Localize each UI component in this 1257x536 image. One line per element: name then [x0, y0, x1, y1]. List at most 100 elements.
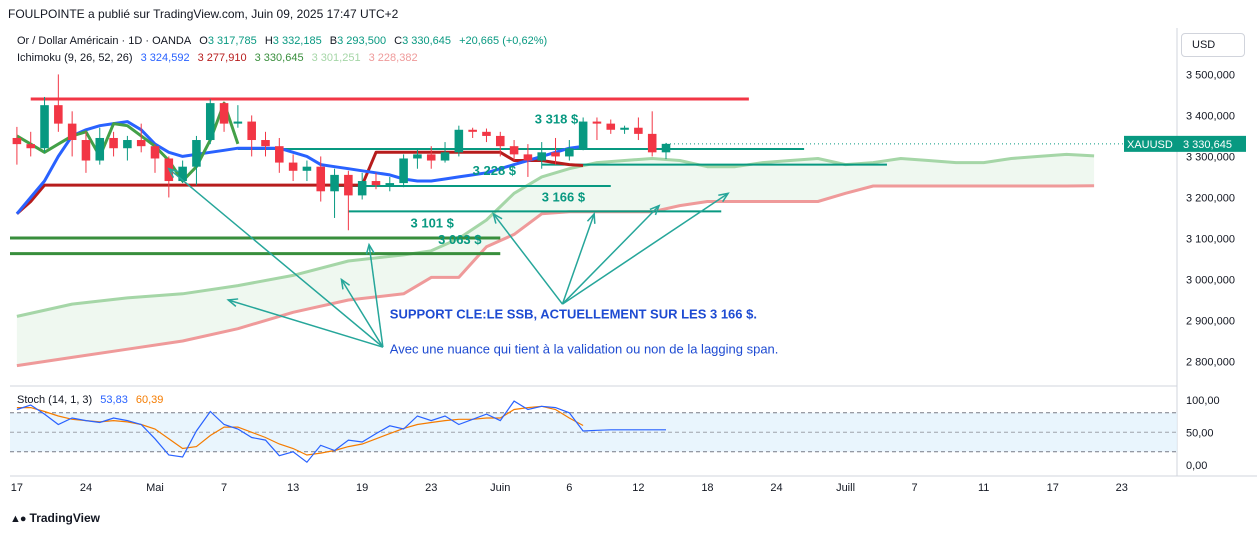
- high-label: H: [264, 35, 273, 47]
- time-tick-label: 19: [356, 482, 368, 494]
- candle-body: [592, 121, 602, 124]
- annotation-arrow: [561, 204, 661, 305]
- candle: [606, 119, 616, 134]
- currency-button[interactable]: USD: [1181, 33, 1245, 57]
- candle: [647, 111, 657, 157]
- candle: [482, 128, 491, 143]
- candle-body: [426, 154, 436, 161]
- annotation-arrow: [340, 277, 384, 348]
- price-tick-label: 2 900,000: [1186, 315, 1235, 327]
- ichimoku-senkou-b-value: 3 228,382: [368, 52, 418, 64]
- time-tick-label: 11: [978, 482, 989, 494]
- candle-body: [247, 121, 256, 141]
- time-tick-label: 7: [912, 482, 918, 494]
- arrow-head: [365, 242, 375, 255]
- annotation-arrow: [562, 192, 730, 305]
- candle: [578, 117, 588, 151]
- candle: [495, 131, 505, 157]
- time-tick-label: 17: [11, 482, 23, 494]
- price-tick-label: 3 300,000: [1186, 151, 1235, 163]
- candle: [109, 131, 118, 157]
- stoch-d-line: [16, 405, 584, 456]
- arrow-shaft: [561, 213, 595, 305]
- candle-body: [565, 148, 574, 157]
- candle-body: [330, 174, 339, 192]
- candle: [399, 154, 408, 188]
- candle-body: [26, 144, 35, 149]
- candle-body: [178, 166, 187, 182]
- publisher-line: FOULPOINTE a publié sur TradingView.com,…: [8, 7, 399, 21]
- candle-body: [357, 181, 367, 196]
- time-tick-label: 24: [770, 482, 782, 494]
- candle: [316, 156, 326, 202]
- time-tick-label: 6: [566, 482, 572, 494]
- candle: [219, 102, 229, 132]
- candle: [275, 137, 284, 173]
- candle: [661, 142, 671, 160]
- candle-body: [661, 143, 671, 153]
- candle: [261, 131, 270, 157]
- tradingview-brand[interactable]: ▲● TradingView: [10, 511, 100, 525]
- arrow-shaft: [561, 205, 660, 305]
- time-tick-label: 18: [701, 482, 713, 494]
- arrow-shaft: [168, 168, 384, 348]
- arrow-shaft: [492, 213, 564, 305]
- candle-body: [551, 152, 560, 157]
- candle-body: [95, 137, 105, 161]
- time-tick-label: 7: [221, 482, 227, 494]
- time-tick-label: 13: [287, 482, 299, 494]
- candle-body: [67, 123, 77, 141]
- ichimoku-legend[interactable]: Ichimoku (9, 26, 52, 26) 3 324,592 3 277…: [17, 52, 423, 64]
- time-tick-label: 12: [632, 482, 644, 494]
- arrow-shaft: [340, 279, 384, 348]
- candle-body: [468, 129, 477, 132]
- candle-body: [219, 103, 229, 124]
- arrow-shaft: [562, 192, 729, 305]
- time-tick-label: Mai: [146, 482, 164, 494]
- candle-body: [399, 158, 408, 184]
- candle-body: [509, 146, 519, 155]
- candle: [12, 126, 22, 165]
- candle: [288, 154, 298, 182]
- arrow-head: [718, 192, 730, 203]
- candle: [123, 135, 132, 161]
- ichimoku-chikou-value: 3 330,645: [254, 52, 304, 64]
- price-legend[interactable]: Or / Dollar Américain · 1D · OANDA O3 31…: [17, 35, 547, 47]
- label-3166: 3 166 $: [542, 190, 586, 205]
- kijun-line: [15, 150, 584, 215]
- candle-body: [385, 183, 395, 186]
- candle-body: [261, 140, 270, 147]
- tenkan-line: [15, 120, 584, 215]
- candle-body: [495, 135, 505, 147]
- stoch-tick-label: 0,00: [1186, 460, 1207, 472]
- candle: [81, 131, 91, 173]
- price-tick-label: 3 400,000: [1186, 110, 1235, 122]
- candle-body: [136, 140, 146, 147]
- candle: [330, 168, 339, 218]
- candle: [509, 140, 519, 161]
- annotation-arrow: [226, 298, 384, 348]
- last-price-badge: [1178, 135, 1246, 152]
- price-tick-label: 3 500,000: [1186, 69, 1235, 81]
- stoch-k-line: [16, 400, 666, 464]
- close-label: C: [394, 35, 403, 47]
- stoch-name: Stoch (14, 1, 3): [17, 394, 93, 406]
- candle: [468, 127, 477, 138]
- price-tick-label: 3 200,000: [1186, 192, 1235, 204]
- label-3228: 3 228 $: [473, 163, 517, 178]
- last-price-badge-label: 3 330,645: [1183, 139, 1232, 151]
- candle: [54, 74, 63, 132]
- candle: [592, 117, 602, 141]
- ichimoku-tenkan-value: 3 324,592: [140, 52, 190, 64]
- close-value: 3 330,645: [402, 35, 452, 47]
- time-tick-label: 23: [1116, 482, 1128, 494]
- candle: [67, 111, 77, 157]
- candle-body: [205, 103, 215, 141]
- stoch-legend[interactable]: Stoch (14, 1, 3) 53,83 60,39: [17, 394, 168, 406]
- annotation-nuance: Avec une nuance qui tient à la validatio…: [390, 341, 779, 356]
- low-label: B: [329, 35, 338, 47]
- candle-body: [371, 181, 381, 186]
- candle-body: [523, 154, 533, 161]
- candle-body: [81, 140, 91, 161]
